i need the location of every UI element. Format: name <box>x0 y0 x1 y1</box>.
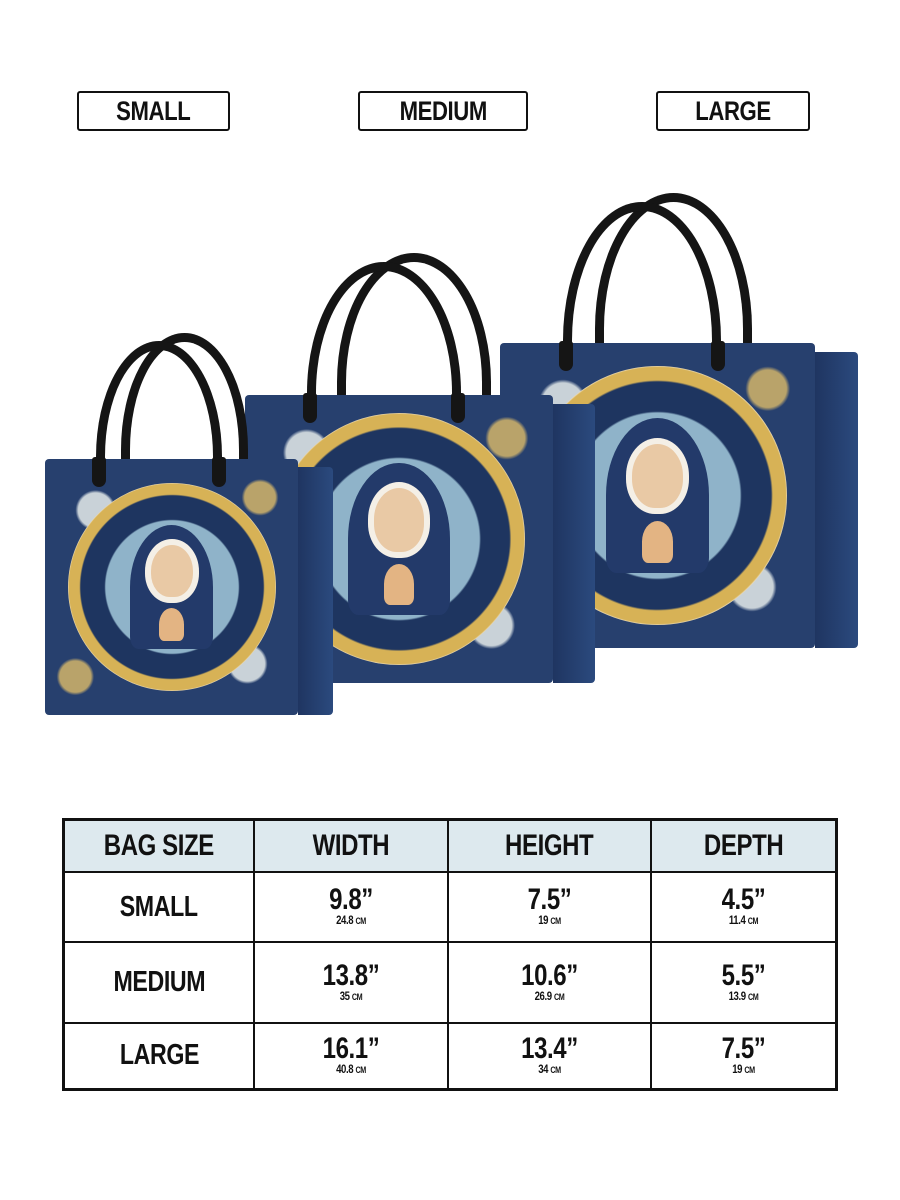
bag-side-panel <box>298 466 333 715</box>
header-bag-size: BAG SIZE <box>62 818 255 873</box>
table-header-row: BAG SIZE WIDTH HEIGHT DEPTH <box>62 818 838 873</box>
bag-side-panel <box>815 352 858 648</box>
cell-height: 7.5” 19 CM <box>447 871 652 943</box>
handle-tab-right <box>450 392 465 423</box>
handle-tab-left <box>302 392 317 423</box>
cell-width: 13.8” 35 CM <box>253 941 449 1024</box>
value-cm: 24.8 CM <box>336 913 366 927</box>
value-cm: 13.9 CM <box>728 988 759 1003</box>
value-inches: 13.4” <box>521 1031 578 1065</box>
portrait-face <box>150 545 193 598</box>
header-depth: DEPTH <box>650 818 838 873</box>
header-height: HEIGHT <box>447 818 652 873</box>
size-chart-table: BAG SIZE WIDTH HEIGHT DEPTH SMALL 9.8” 24.… <box>62 818 838 1091</box>
value-inches: 13.8” <box>322 958 380 992</box>
cell-width: 16.1” 40.8 CM <box>253 1022 449 1090</box>
size-label-large: LARGE <box>656 91 810 131</box>
value-inches: 7.5” <box>527 883 572 916</box>
value-cm: 40.8 CM <box>336 1061 366 1076</box>
value-cm: 26.9 CM <box>534 988 565 1003</box>
cell-depth: 4.5” 11.4 CM <box>650 871 838 943</box>
value-cm: 34 CM <box>538 1061 561 1076</box>
handle-tab-left <box>559 341 573 372</box>
cell-size: MEDIUM <box>62 941 255 1024</box>
portrait-face <box>631 443 684 509</box>
table-row: MEDIUM 13.8” 35 CM 10.6” 26.9 CM 5.5” 13.9 CM <box>62 941 838 1024</box>
praying-hands <box>383 564 415 605</box>
praying-hands <box>642 521 673 563</box>
value-inches: 4.5” <box>721 883 766 916</box>
portrait-face <box>373 488 425 552</box>
value-inches: 16.1” <box>322 1031 380 1065</box>
table-row: LARGE 16.1” 40.8 CM 13.4” 34 CM 7.5” 19 CM <box>62 1022 838 1090</box>
value-cm: 11.4 CM <box>728 913 759 927</box>
handle-tab-right <box>212 457 227 488</box>
cell-depth: 5.5” 13.9 CM <box>650 941 838 1024</box>
value-cm: 35 CM <box>339 988 363 1003</box>
value-inches: 9.8” <box>329 883 373 916</box>
value-cm: 19 CM <box>732 1061 755 1076</box>
bag-image-small <box>45 333 333 715</box>
table-row: SMALL 9.8” 24.8 CM 7.5” 19 CM 4.5” 11.4 CM <box>62 871 838 943</box>
header-width: WIDTH <box>253 818 449 873</box>
value-inches: 10.6” <box>521 958 578 992</box>
size-label-medium: MEDIUM <box>358 91 528 131</box>
value-inches: 5.5” <box>721 958 766 992</box>
cell-height: 10.6” 26.9 CM <box>447 941 652 1024</box>
handle-tab-right <box>710 341 725 372</box>
cell-depth: 7.5” 19 CM <box>650 1022 838 1090</box>
cell-size: LARGE <box>62 1022 255 1090</box>
handle-tab-left <box>91 457 106 488</box>
cell-height: 13.4” 34 CM <box>447 1022 652 1090</box>
size-label-small: SMALL <box>77 91 230 131</box>
cell-size: SMALL <box>62 871 255 943</box>
praying-hands <box>159 607 185 642</box>
cell-width: 9.8” 24.8 CM <box>253 871 449 943</box>
value-cm: 19 CM <box>538 913 561 927</box>
value-inches: 7.5” <box>721 1031 766 1065</box>
bag-side-panel <box>553 403 595 683</box>
